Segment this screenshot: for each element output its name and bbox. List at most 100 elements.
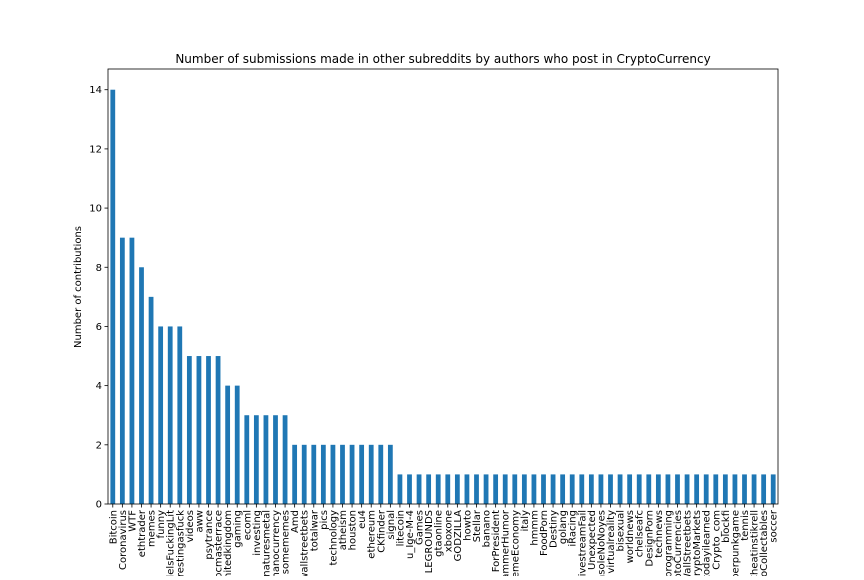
x-tick-label: hmmm <box>529 510 540 546</box>
bar <box>464 474 470 504</box>
x-tick-label: litecoin <box>395 510 406 546</box>
y-tick-label: 14 <box>89 85 102 96</box>
x-tick-label: golang <box>558 510 569 544</box>
bar <box>732 474 738 504</box>
bar <box>627 474 633 504</box>
bar <box>722 474 728 504</box>
bar <box>397 474 403 504</box>
bar <box>684 474 690 504</box>
bar <box>378 444 384 504</box>
x-tick-label: nanocurrency <box>271 510 282 576</box>
x-tick-label: ModelsFuckingLit <box>166 510 177 576</box>
bar <box>655 474 661 504</box>
x-tick-label: CryptoMarkets <box>692 510 703 576</box>
x-tick-label: Unexpected <box>587 510 598 570</box>
x-tick-label: FoodPorn <box>539 510 550 556</box>
bar <box>292 444 298 504</box>
y-tick-label: 6 <box>96 322 102 333</box>
bar <box>282 415 288 504</box>
x-tick-label: Amd <box>290 510 301 533</box>
bar <box>244 415 250 504</box>
bar <box>435 474 441 504</box>
x-tick-label: u_Ige-M-4 <box>405 510 416 559</box>
x-tick-label: somememes <box>281 510 292 574</box>
bar <box>675 474 680 504</box>
x-tick-label: investing <box>252 510 263 556</box>
x-tick-label: WTF <box>127 510 138 532</box>
bar <box>521 474 527 504</box>
x-tick-label: ForPresident <box>491 510 502 572</box>
bar <box>167 326 173 504</box>
x-tick-label: italy <box>520 510 531 532</box>
x-tick-label: virtualreality <box>606 510 617 574</box>
x-tick-label: DesignPorn <box>644 510 655 567</box>
x-tick-label: bisexual <box>616 510 627 551</box>
x-tick-label: unitedkingdom <box>223 510 234 576</box>
x-tick-label: memes <box>147 510 158 547</box>
bar <box>196 356 202 504</box>
x-tick-label: totalwar <box>309 509 320 551</box>
x-tick-label: pcmasterrace <box>214 510 225 576</box>
bar <box>512 474 518 504</box>
y-axis-label: Number of contributions <box>73 226 84 348</box>
x-tick-label: technews <box>654 510 665 558</box>
x-tick-label: soccer <box>769 509 780 542</box>
x-tick-label: Crypto_com <box>711 510 722 570</box>
bar <box>454 474 460 504</box>
bar <box>301 444 307 504</box>
y-tick-label: 8 <box>96 263 102 274</box>
x-tick-label: wallstreetbets <box>300 510 311 576</box>
bar <box>387 444 393 504</box>
y-axis: 0 2 4 6 8 10 12 14 <box>89 85 108 511</box>
x-tick-label: tennis <box>740 510 751 541</box>
x-tick-label: pics <box>319 510 330 530</box>
bar <box>368 444 374 504</box>
x-tick-label: funny <box>156 510 167 539</box>
bar <box>263 415 269 504</box>
bar <box>426 474 432 504</box>
x-tick-label: GODZILLA <box>453 510 464 561</box>
bar <box>617 474 623 504</box>
x-tick-label: WallStreetbets <box>683 510 694 576</box>
bar <box>139 267 144 504</box>
x-tick-label: ethtrader <box>137 509 148 557</box>
x-tick-label: ConsoleNoNoyes <box>596 510 607 576</box>
bar <box>407 474 412 504</box>
bar <box>541 474 546 504</box>
chart-title: Number of submissions made in other subr… <box>175 52 710 66</box>
x-tick-label: cyberpunkgame <box>730 510 741 576</box>
bar <box>416 474 422 504</box>
x-tick-label: LivestreamFail <box>577 510 588 576</box>
x-tick-label: signal <box>386 510 397 540</box>
x-tick-label: CryptoCurrencies <box>673 510 684 576</box>
x-axis: BitcoinCoronavirusWTFethtradermemesfunny… <box>108 504 780 580</box>
x-tick-label: Cheatinstikrell <box>750 510 761 576</box>
x-tick-label: Destiny <box>549 510 560 548</box>
x-tick-label: Stellar <box>472 509 483 542</box>
bar <box>598 474 604 504</box>
bar <box>770 474 776 504</box>
x-tick-label: CryptoCollectables <box>759 510 770 576</box>
x-tick-label: chelseafc <box>635 510 646 557</box>
bar <box>665 474 671 504</box>
bar <box>340 444 345 504</box>
bar <box>579 474 585 504</box>
x-tick-label: Games <box>415 510 426 545</box>
x-tick-label: programming <box>663 510 674 576</box>
x-tick-label: MemeEconomy <box>510 510 521 576</box>
bar <box>359 444 365 504</box>
x-tick-label: videos <box>185 510 196 543</box>
bar <box>349 444 355 504</box>
x-tick-label: gtaonline <box>434 510 445 557</box>
y-tick-label: 10 <box>89 204 102 215</box>
bar <box>110 89 116 504</box>
bar <box>608 474 613 504</box>
y-tick-label: 4 <box>96 381 102 392</box>
bar <box>531 474 537 504</box>
x-tick-label: worldnews <box>625 510 636 563</box>
x-tick-label: ecoml <box>242 510 253 540</box>
bar <box>158 326 164 504</box>
x-tick-label: LEGROUNDS <box>424 510 435 573</box>
